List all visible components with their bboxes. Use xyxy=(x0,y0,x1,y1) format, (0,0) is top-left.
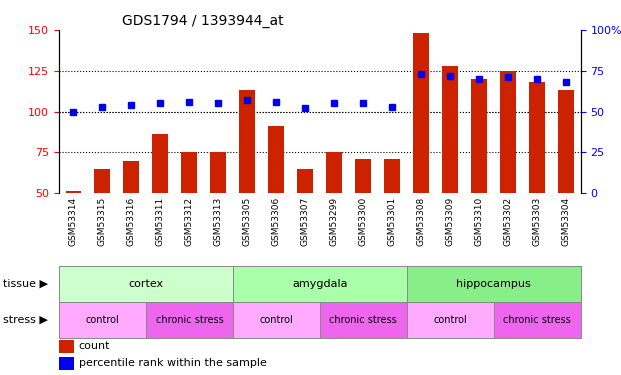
Text: GSM53303: GSM53303 xyxy=(533,197,542,246)
Text: GSM53305: GSM53305 xyxy=(243,197,252,246)
Bar xyxy=(59,357,74,370)
Text: GSM53299: GSM53299 xyxy=(330,197,339,246)
Text: percentile rank within the sample: percentile rank within the sample xyxy=(79,358,266,368)
Text: GSM53300: GSM53300 xyxy=(359,197,368,246)
Text: tissue ▶: tissue ▶ xyxy=(3,279,48,289)
Text: hippocampus: hippocampus xyxy=(456,279,531,289)
Bar xyxy=(384,159,400,193)
Bar xyxy=(442,66,458,193)
Text: GSM53316: GSM53316 xyxy=(127,197,136,246)
Bar xyxy=(124,160,139,193)
Text: control: control xyxy=(86,315,119,325)
Bar xyxy=(181,152,197,193)
Bar xyxy=(233,302,320,338)
Text: GSM53312: GSM53312 xyxy=(185,197,194,246)
Text: GDS1794 / 1393944_at: GDS1794 / 1393944_at xyxy=(122,13,283,28)
Text: control: control xyxy=(433,315,467,325)
Text: GSM53310: GSM53310 xyxy=(474,197,484,246)
Text: control: control xyxy=(260,315,293,325)
Text: count: count xyxy=(79,341,111,351)
Text: stress ▶: stress ▶ xyxy=(3,315,48,325)
Text: GSM53308: GSM53308 xyxy=(417,197,426,246)
Bar xyxy=(146,302,233,338)
Bar xyxy=(94,169,111,193)
Text: GSM53301: GSM53301 xyxy=(388,197,397,246)
Bar xyxy=(59,340,74,352)
Bar xyxy=(407,266,581,302)
Text: GSM53306: GSM53306 xyxy=(272,197,281,246)
Bar xyxy=(211,152,226,193)
Bar xyxy=(59,302,146,338)
Text: GSM53304: GSM53304 xyxy=(561,197,571,246)
Text: GSM53314: GSM53314 xyxy=(69,197,78,246)
Bar xyxy=(414,33,429,193)
Bar xyxy=(152,134,168,193)
Bar xyxy=(233,266,407,302)
Text: amygdala: amygdala xyxy=(292,279,348,289)
Bar xyxy=(59,266,233,302)
Bar xyxy=(320,302,407,338)
Bar xyxy=(558,90,574,193)
Text: chronic stress: chronic stress xyxy=(503,315,571,325)
Bar xyxy=(66,192,81,193)
Bar xyxy=(297,169,313,193)
Text: cortex: cortex xyxy=(129,279,163,289)
Bar xyxy=(494,302,581,338)
Text: GSM53307: GSM53307 xyxy=(301,197,310,246)
Text: GSM53302: GSM53302 xyxy=(504,197,513,246)
Text: chronic stress: chronic stress xyxy=(329,315,397,325)
Text: chronic stress: chronic stress xyxy=(155,315,224,325)
Text: GSM53311: GSM53311 xyxy=(156,197,165,246)
Bar xyxy=(327,152,342,193)
Bar xyxy=(355,159,371,193)
Text: GSM53315: GSM53315 xyxy=(98,197,107,246)
Bar xyxy=(501,71,516,193)
Bar xyxy=(529,82,545,193)
Bar xyxy=(268,126,284,193)
Text: GSM53313: GSM53313 xyxy=(214,197,223,246)
Bar xyxy=(407,302,494,338)
Bar xyxy=(239,90,255,193)
Text: GSM53309: GSM53309 xyxy=(446,197,455,246)
Bar xyxy=(471,79,487,193)
